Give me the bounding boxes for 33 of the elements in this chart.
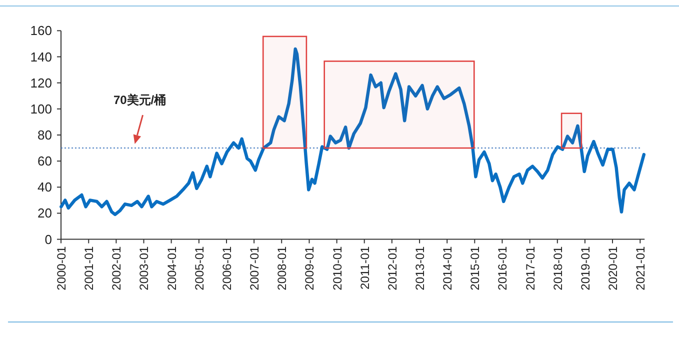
y-tick-label: 120 bbox=[30, 75, 52, 90]
x-tick-label: 2005-01 bbox=[192, 246, 206, 290]
x-tick-label: 2006-01 bbox=[220, 246, 234, 290]
y-tick-label: 20 bbox=[38, 206, 52, 221]
x-tick-label: 2016-01 bbox=[496, 246, 510, 290]
y-tick-label: 100 bbox=[30, 101, 52, 116]
x-tick-label: 2008-01 bbox=[275, 246, 290, 290]
x-tick-label: 2018-01 bbox=[550, 246, 565, 290]
x-tick-label: 2019-01 bbox=[578, 246, 592, 290]
y-tick-label: 80 bbox=[38, 128, 52, 142]
x-tick-label: 2012-01 bbox=[385, 246, 400, 290]
x-tick-label: 2000-01 bbox=[54, 246, 68, 290]
x-tick-label: 2015-01 bbox=[468, 246, 482, 290]
x-tick-label: 2009-01 bbox=[302, 246, 317, 290]
x-tick-label: 2003-01 bbox=[137, 246, 152, 290]
y-tick-label: 40 bbox=[38, 180, 52, 195]
x-tick-label: 2014-01 bbox=[440, 246, 455, 290]
annotation: 70美元/桶 bbox=[113, 93, 166, 108]
y-tick-label: 160 bbox=[30, 23, 52, 38]
line-series bbox=[60, 47, 646, 216]
x-tick-label: 2017-01 bbox=[523, 246, 538, 290]
x-tick-label: 2013-01 bbox=[413, 246, 428, 290]
x-tick-label: 2004-01 bbox=[164, 246, 179, 290]
x-tick-label: 2001-01 bbox=[82, 246, 96, 290]
x-tick-label: 2002-01 bbox=[110, 246, 124, 290]
x-tick-label: 2020-01 bbox=[606, 246, 620, 290]
y-tick-label: 0 bbox=[44, 232, 52, 247]
x-tick-label: 2021-01 bbox=[634, 246, 648, 290]
x-tick-label: 2010-01 bbox=[330, 246, 344, 290]
y-tick-label: 60 bbox=[38, 154, 52, 169]
y-tick-label: 140 bbox=[30, 49, 52, 64]
x-tick-label: 2007-01 bbox=[248, 246, 262, 290]
x-tick-label: 2011-01 bbox=[358, 246, 372, 290]
